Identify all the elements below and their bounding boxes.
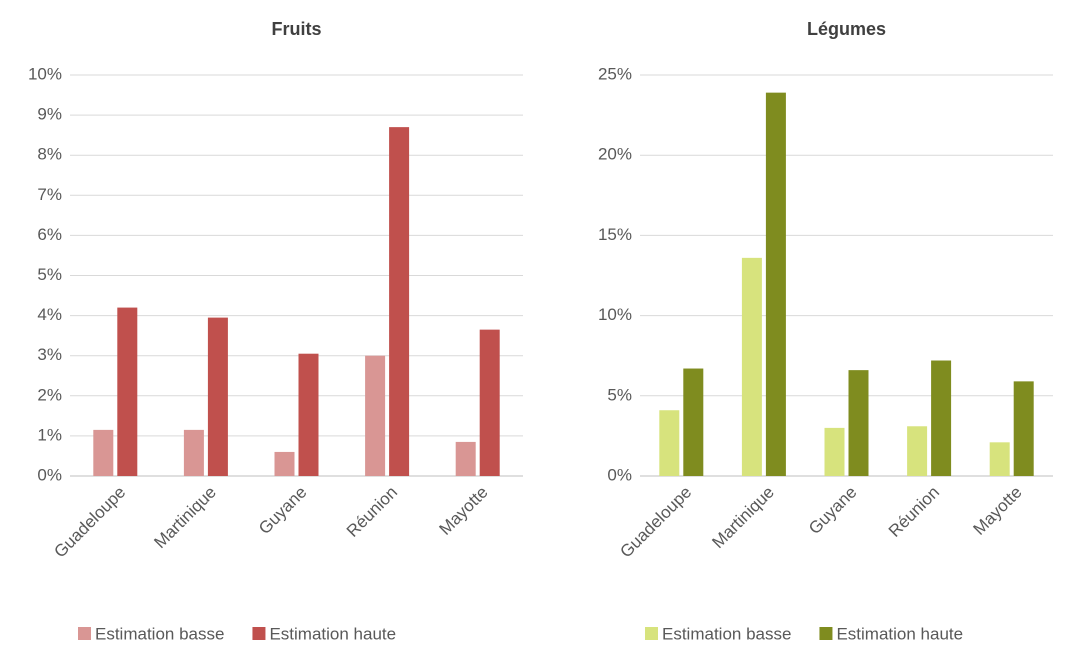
bar bbox=[389, 127, 410, 476]
chart-title: Fruits bbox=[271, 19, 321, 39]
bar bbox=[907, 426, 928, 476]
y-tick-label: 5% bbox=[607, 385, 632, 404]
bar bbox=[298, 353, 319, 476]
legend-swatch bbox=[645, 627, 658, 640]
bar bbox=[741, 257, 762, 476]
y-tick-label: 0% bbox=[37, 465, 62, 484]
bar bbox=[365, 355, 386, 476]
bar bbox=[848, 370, 869, 476]
x-tick-label: Mayotte bbox=[969, 483, 1025, 539]
x-tick-label: Guyane bbox=[805, 483, 861, 539]
x-tick-label: Réunion bbox=[885, 483, 943, 541]
x-tick-label: Mayotte bbox=[435, 483, 491, 539]
bar bbox=[989, 442, 1010, 476]
bar bbox=[93, 429, 114, 476]
bar bbox=[683, 368, 704, 476]
legend-swatch bbox=[78, 627, 91, 640]
y-tick-label: 15% bbox=[598, 225, 632, 244]
bar bbox=[931, 360, 952, 476]
y-tick-label: 2% bbox=[37, 385, 62, 404]
y-tick-label: 1% bbox=[37, 425, 62, 444]
x-tick-label: Réunion bbox=[343, 483, 401, 541]
y-tick-label: 20% bbox=[598, 145, 632, 164]
y-tick-label: 5% bbox=[37, 265, 62, 284]
bar bbox=[765, 92, 786, 477]
y-tick-label: 10% bbox=[598, 305, 632, 324]
bar bbox=[207, 317, 228, 476]
x-tick-label: Guadeloupe bbox=[50, 483, 129, 562]
y-tick-label: 6% bbox=[37, 225, 62, 244]
y-tick-label: 3% bbox=[37, 345, 62, 364]
bar bbox=[117, 307, 138, 476]
bar bbox=[659, 410, 680, 476]
x-tick-label: Guyane bbox=[255, 483, 311, 539]
x-tick-label: Martinique bbox=[150, 483, 220, 553]
y-tick-label: 4% bbox=[37, 305, 62, 324]
chart-title: Légumes bbox=[807, 19, 886, 39]
y-tick-label: 7% bbox=[37, 185, 62, 204]
legend-label: Estimation haute bbox=[836, 624, 963, 643]
bar bbox=[455, 441, 476, 476]
y-tick-label: 10% bbox=[28, 64, 62, 83]
y-tick-label: 25% bbox=[598, 64, 632, 83]
bar bbox=[183, 429, 204, 476]
legend-swatch bbox=[819, 627, 833, 640]
legend-label: Estimation basse bbox=[95, 624, 224, 643]
legend-label: Estimation haute bbox=[269, 624, 396, 643]
bar bbox=[824, 427, 845, 476]
y-tick-label: 9% bbox=[37, 105, 62, 124]
x-tick-label: Martinique bbox=[708, 483, 778, 553]
legend-label: Estimation basse bbox=[662, 624, 791, 643]
y-tick-label: 8% bbox=[37, 145, 62, 164]
y-tick-label: 0% bbox=[607, 465, 632, 484]
bar bbox=[1013, 381, 1034, 476]
legend-swatch bbox=[252, 627, 266, 640]
x-tick-label: Guadeloupe bbox=[616, 483, 695, 562]
bar bbox=[274, 451, 295, 476]
bar bbox=[479, 329, 500, 476]
